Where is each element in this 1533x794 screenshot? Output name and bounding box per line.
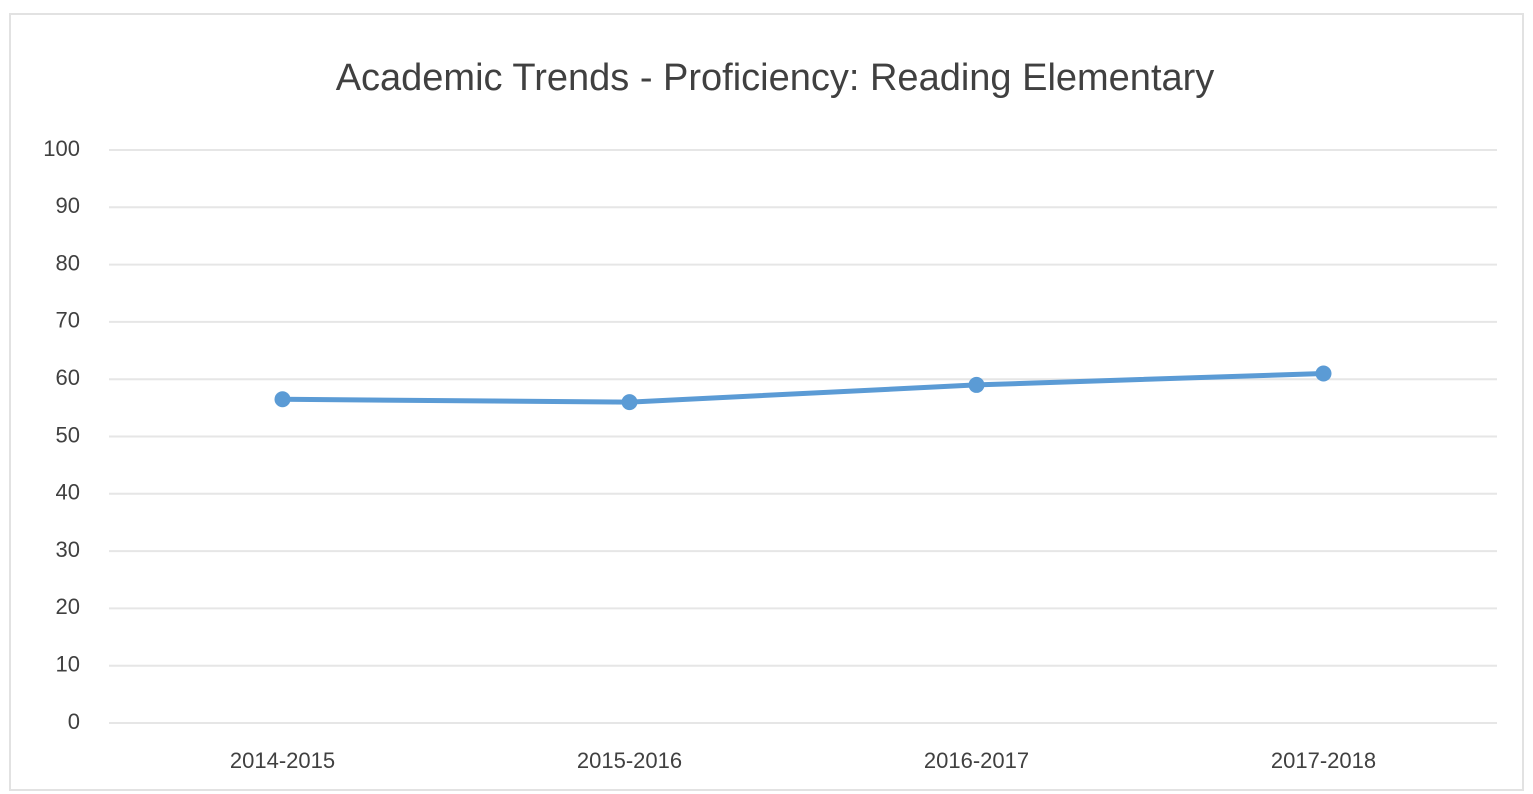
point: [968, 376, 985, 393]
y-tick-label: 80: [56, 250, 80, 275]
y-tick-label: 20: [56, 594, 80, 619]
point: [1315, 365, 1332, 382]
y-tick-label: 100: [43, 136, 80, 161]
x-tick-label: 2015-2016: [577, 748, 682, 773]
y-tick-label: 60: [56, 365, 80, 390]
x-tick-label: 2017-2018: [1271, 748, 1376, 773]
point: [274, 391, 291, 408]
chart-frame: [9, 13, 1524, 791]
y-tick-label: 0: [68, 709, 80, 734]
y-tick-label: 30: [56, 537, 80, 562]
y-tick-label: 90: [56, 193, 80, 218]
x-tick-label: 2014-2015: [230, 748, 335, 773]
y-tick-label: 50: [56, 422, 80, 447]
y-tick-label: 40: [56, 480, 80, 505]
line: [282, 370, 1324, 405]
point: [621, 394, 638, 411]
y-tick-label: 10: [56, 652, 80, 677]
chart-title: Academic Trends - Proficiency: Reading E…: [336, 57, 1215, 99]
y-tick-label: 70: [56, 308, 80, 333]
x-tick-label: 2016-2017: [924, 748, 1029, 773]
